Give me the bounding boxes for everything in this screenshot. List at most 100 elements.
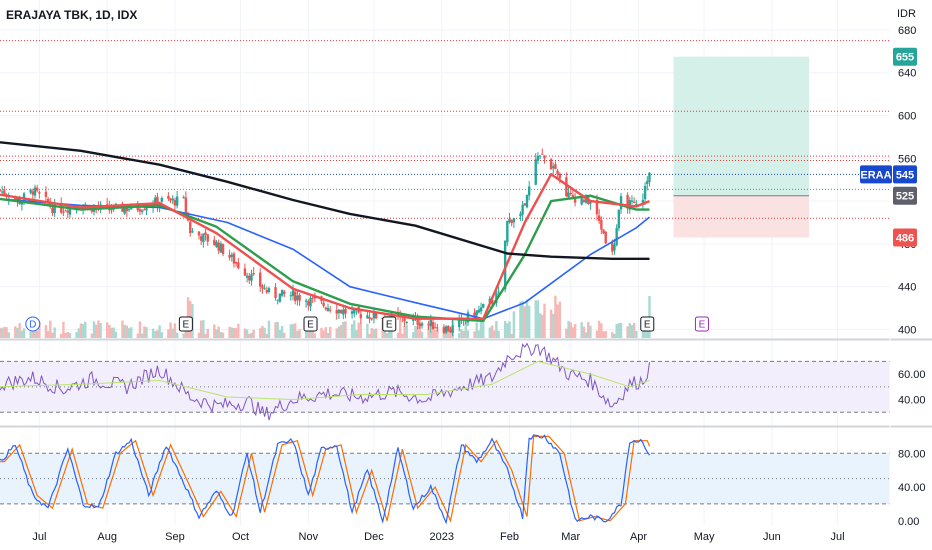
price-axis-label: 680 [898, 25, 916, 37]
volume-bar [643, 326, 647, 338]
earnings-marker[interactable] [694, 316, 709, 332]
candle-body [184, 197, 188, 213]
candle-body [145, 207, 148, 211]
candle-body [538, 155, 542, 157]
x-axis-label: Jun [763, 531, 781, 543]
horizontal-levels[interactable] [0, 40, 890, 219]
volume-bar [641, 325, 645, 338]
volume-bar [228, 326, 231, 338]
candle-body [521, 204, 524, 215]
volume-bar [543, 303, 546, 338]
candle-body [479, 307, 483, 312]
volume-bar [414, 326, 417, 338]
volume-bar [108, 324, 111, 338]
candle-body [154, 197, 157, 205]
pane-separators[interactable] [0, 0, 932, 525]
volume-bar [582, 326, 586, 338]
candle-body [261, 285, 264, 289]
rsi-ma-line [0, 360, 650, 401]
candle-body [237, 262, 240, 269]
candle-body [580, 197, 583, 205]
volume-bar [556, 304, 559, 338]
volume-bar [429, 331, 432, 338]
candle-body [276, 299, 279, 301]
volume-bar [49, 320, 52, 338]
volume-bar [549, 309, 553, 338]
candle-body [114, 203, 118, 205]
stoch-axis-label: 40.00 [898, 482, 926, 494]
volume-bar [291, 324, 295, 338]
candle-body [326, 307, 330, 311]
trade-zones[interactable] [673, 56, 810, 238]
candle-body [429, 320, 432, 327]
volume-bar [263, 327, 266, 338]
volume-bar [105, 322, 109, 338]
volume-bar [646, 331, 649, 338]
volume-bar [14, 326, 17, 338]
volume-bar [412, 332, 415, 338]
candle-body [274, 287, 277, 298]
volume-bar [370, 327, 373, 338]
volume-bar [604, 331, 607, 338]
candle-body [217, 242, 220, 251]
candle-body [372, 311, 376, 319]
stochastic-pane [0, 434, 890, 525]
volume-bar [510, 333, 513, 338]
volume-bar [99, 322, 102, 338]
earnings-marker[interactable] [303, 316, 318, 332]
target-zone[interactable] [673, 56, 810, 196]
earnings-marker[interactable] [640, 316, 655, 332]
candle-body [206, 234, 209, 242]
symbol-title[interactable]: ERAJAYA TBK, 1D, IDX [6, 8, 138, 22]
volume-bar [278, 329, 282, 338]
candle-body [35, 187, 39, 191]
candle-body [160, 197, 164, 202]
candle-body [512, 218, 516, 223]
volume-bar [138, 321, 142, 338]
dividend-marker[interactable] [25, 316, 41, 332]
volume-bar [615, 324, 618, 338]
volume-bar [482, 321, 485, 338]
x-axis-label: 2023 [429, 531, 453, 543]
candle-body [344, 308, 347, 314]
volume-bars [0, 295, 651, 338]
volume-bar [62, 321, 65, 338]
rsi-line [0, 342, 650, 421]
volume-bar [130, 327, 133, 338]
volume-bar [611, 332, 614, 338]
candle-body [105, 204, 109, 206]
volume-bar [350, 324, 354, 338]
candle-body [611, 242, 614, 252]
volume-bar [374, 328, 378, 338]
x-axis-label: Feb [500, 531, 519, 543]
volume-bar [342, 321, 345, 338]
candle-body [248, 275, 251, 281]
target-price-badge: 655 [896, 52, 914, 64]
candle-body [368, 316, 371, 319]
candle-body [197, 231, 201, 236]
candle-body [283, 291, 286, 295]
price-axis-label: 640 [898, 68, 916, 80]
volume-bar [390, 328, 393, 338]
candle-body [370, 318, 373, 320]
candle-body [265, 290, 268, 293]
candle-body [427, 323, 430, 325]
candle-body [322, 302, 325, 307]
volume-bar [60, 333, 63, 338]
candle-body [175, 196, 179, 206]
candle-body [390, 313, 393, 320]
candle-body [567, 192, 570, 198]
candle-body [497, 291, 500, 293]
earnings-marker[interactable] [178, 316, 193, 332]
price-axis-label: 440 [898, 282, 916, 294]
candle-body [16, 198, 19, 201]
volume-bar [477, 330, 481, 338]
volume-bar [359, 322, 363, 338]
stop-zone[interactable] [673, 195, 810, 238]
volume-bar [171, 328, 174, 338]
earnings-marker[interactable] [382, 316, 397, 332]
volume-bar [552, 313, 555, 338]
last-price-badge: 545 [896, 169, 914, 181]
